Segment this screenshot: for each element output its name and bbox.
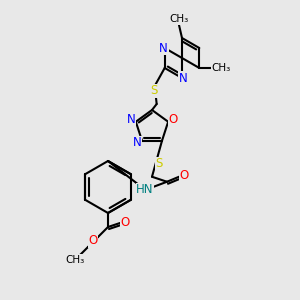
Text: O: O xyxy=(88,235,98,248)
Text: O: O xyxy=(120,217,130,230)
Text: S: S xyxy=(155,157,163,170)
Text: N: N xyxy=(159,41,168,55)
Text: O: O xyxy=(179,169,189,182)
Text: N: N xyxy=(178,71,188,85)
Text: CH₃: CH₃ xyxy=(65,255,85,265)
Text: S: S xyxy=(150,85,158,98)
Text: CH₃: CH₃ xyxy=(169,14,189,24)
Text: O: O xyxy=(169,113,178,126)
Text: N: N xyxy=(133,136,141,149)
Text: HN: HN xyxy=(136,183,154,196)
Text: N: N xyxy=(127,113,135,126)
Text: CH₃: CH₃ xyxy=(212,63,231,73)
